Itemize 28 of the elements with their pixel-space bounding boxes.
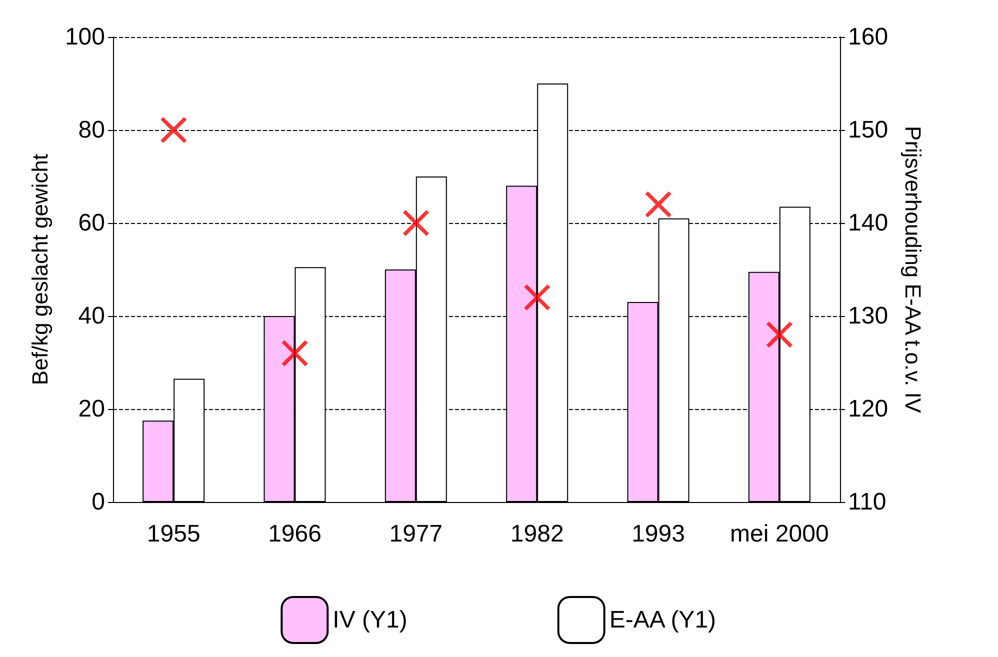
legend-label: IV (Y1)	[332, 606, 408, 634]
y2-tick-label: 110	[848, 488, 886, 516]
y2-axis-title: Prijsverhouding E-AA t.o.v. IV	[900, 126, 926, 414]
point	[524, 284, 550, 310]
point	[766, 322, 792, 348]
y-axis-title: Bef/kg geslacht gewicht	[28, 154, 52, 386]
x-tick-label: 1955	[146, 520, 200, 548]
x-tick-label: 1993	[632, 520, 685, 548]
y-tick-label: 20	[78, 396, 105, 422]
x-tick-label: 1966	[268, 520, 322, 548]
point	[160, 117, 187, 143]
point	[402, 210, 429, 236]
x-tick-label: 1977	[389, 520, 443, 548]
x-tick-label: 1982	[510, 520, 564, 548]
y2-tick-label: 160	[848, 24, 888, 50]
point	[282, 340, 308, 366]
y2-tick-label: 150	[848, 116, 888, 144]
y2-tick-label: 120	[848, 396, 888, 422]
legend-label: E-AA (Y1)	[609, 606, 716, 634]
y-tick-label: 40	[78, 302, 105, 330]
y-tick-label: 0	[92, 488, 105, 516]
y2-tick-label: 130	[848, 302, 888, 330]
y-tick-label: 100	[64, 24, 105, 50]
y-tick-label: 80	[78, 116, 105, 144]
point	[645, 191, 672, 218]
x-tick-label: mei 2000	[730, 520, 829, 548]
y-tick-label: 60	[78, 210, 105, 236]
y2-tick-label: 140	[848, 210, 888, 236]
